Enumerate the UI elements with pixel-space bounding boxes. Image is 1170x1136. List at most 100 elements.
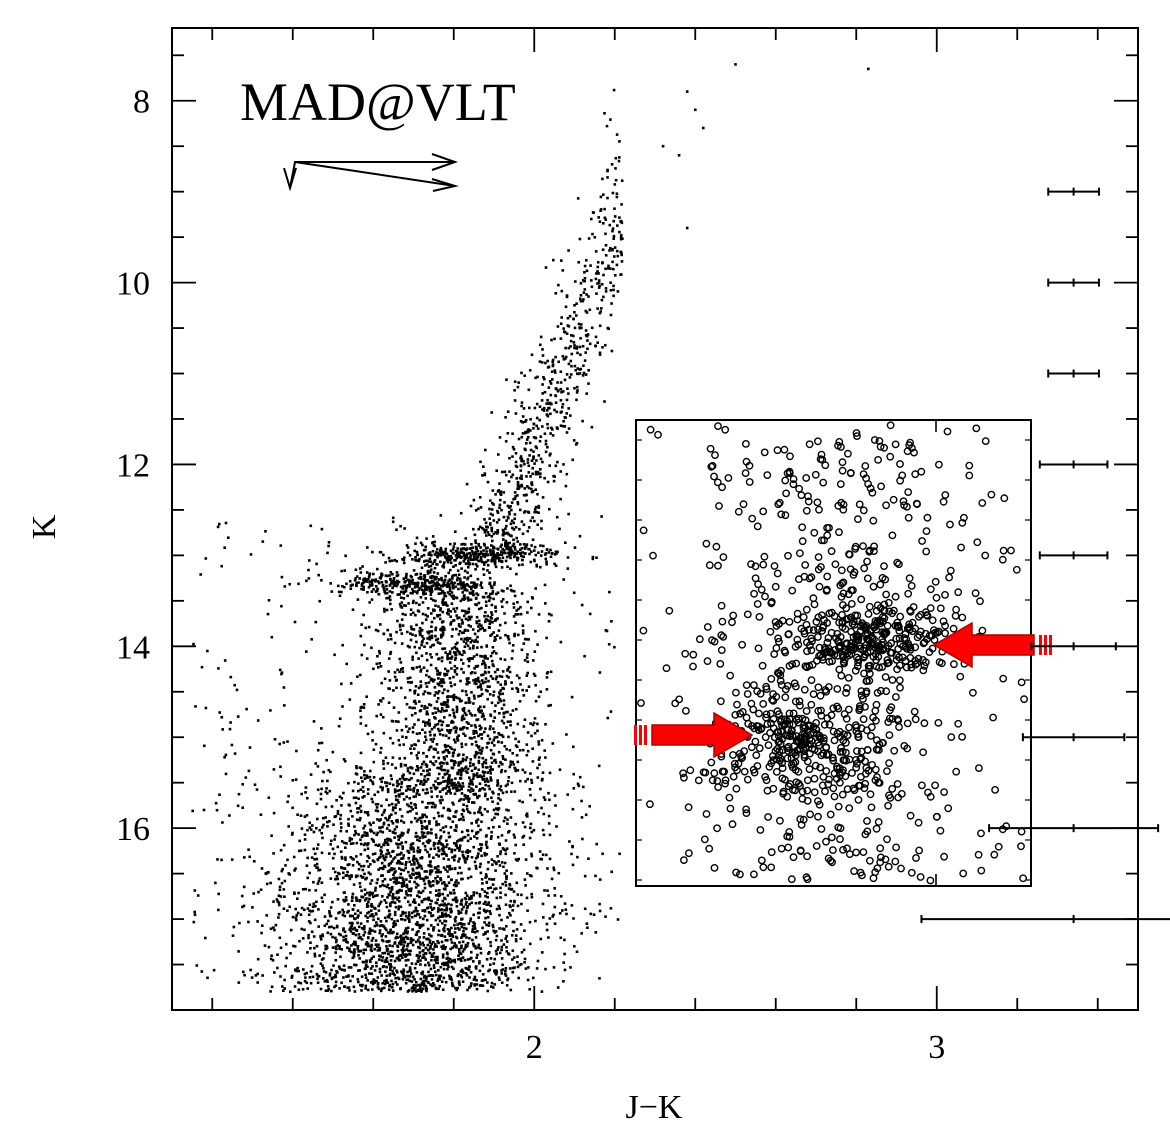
data-point [241, 806, 244, 809]
data-point [259, 888, 263, 891]
data-point [429, 881, 432, 884]
data-point [313, 946, 316, 950]
data-point [464, 891, 468, 895]
data-point [347, 781, 350, 785]
data-point [399, 935, 402, 939]
data-point [530, 781, 534, 784]
data-point [392, 584, 396, 588]
data-point [443, 743, 447, 747]
data-point [503, 872, 507, 875]
data-point [419, 782, 422, 786]
data-point [578, 534, 582, 538]
data-point [396, 949, 400, 953]
data-point [475, 821, 478, 824]
data-point [455, 627, 458, 631]
data-point [348, 989, 351, 992]
data-point [488, 951, 491, 954]
data-point [470, 543, 473, 546]
data-point [463, 588, 466, 592]
data-point [547, 551, 551, 554]
data-point [449, 792, 452, 795]
data-point [344, 856, 347, 859]
data-point [420, 821, 423, 825]
data-point [456, 772, 460, 775]
data-point [361, 876, 364, 879]
data-point [462, 929, 465, 933]
data-point [430, 828, 433, 831]
data-point [435, 653, 439, 656]
data-point [422, 720, 425, 723]
data-point [429, 597, 433, 600]
data-point [515, 754, 519, 757]
data-point [482, 760, 486, 764]
data-point [524, 858, 528, 861]
data-point [573, 945, 576, 948]
data-point [578, 775, 582, 779]
data-point [427, 970, 430, 974]
data-point [472, 556, 476, 559]
data-point [434, 780, 437, 783]
data-point [423, 707, 426, 710]
data-point [420, 867, 424, 870]
data-point [472, 655, 476, 658]
data-point [272, 811, 276, 815]
data-point [440, 579, 444, 582]
data-point [504, 416, 507, 419]
data-point [441, 590, 445, 593]
data-point [421, 956, 424, 959]
data-point [214, 801, 218, 805]
data-point [354, 829, 357, 833]
data-point [407, 958, 410, 962]
data-point [469, 917, 473, 920]
data-point [526, 978, 530, 982]
data-point [419, 572, 422, 576]
data-point [354, 801, 358, 805]
data-point [425, 989, 428, 993]
data-point [474, 967, 478, 970]
data-point [407, 911, 411, 914]
data-point [436, 670, 439, 673]
data-point [459, 679, 462, 683]
data-point [460, 975, 464, 979]
data-point [486, 916, 490, 919]
data-point [423, 576, 427, 579]
data-point [529, 722, 532, 725]
data-point [402, 973, 405, 977]
data-point [406, 546, 410, 549]
data-point [405, 789, 408, 792]
data-point [440, 621, 444, 624]
data-point [455, 899, 459, 902]
data-point [395, 798, 398, 801]
data-point [605, 629, 609, 633]
data-point [516, 558, 519, 562]
data-point [399, 872, 403, 876]
data-point [492, 727, 495, 730]
data-point [434, 833, 438, 836]
data-point [437, 929, 441, 932]
data-point [489, 941, 492, 944]
data-point [406, 810, 410, 814]
data-point [545, 563, 548, 566]
data-point [418, 603, 421, 606]
data-point [504, 880, 507, 884]
data-point [535, 563, 538, 567]
data-point [539, 937, 543, 941]
data-point [364, 964, 368, 968]
data-point [479, 947, 483, 950]
data-point [553, 894, 557, 897]
data-point [423, 914, 427, 918]
data-point [429, 645, 432, 649]
data-point [468, 647, 472, 650]
data-point [444, 550, 447, 553]
data-point [372, 840, 375, 843]
data-point [473, 640, 476, 643]
data-point [509, 723, 512, 727]
data-point [460, 898, 464, 902]
data-point [432, 951, 436, 955]
data-point [366, 916, 369, 919]
data-point [402, 577, 406, 580]
data-point [386, 638, 390, 641]
data-point [421, 815, 425, 819]
data-point [384, 958, 387, 962]
data-point [400, 819, 403, 823]
